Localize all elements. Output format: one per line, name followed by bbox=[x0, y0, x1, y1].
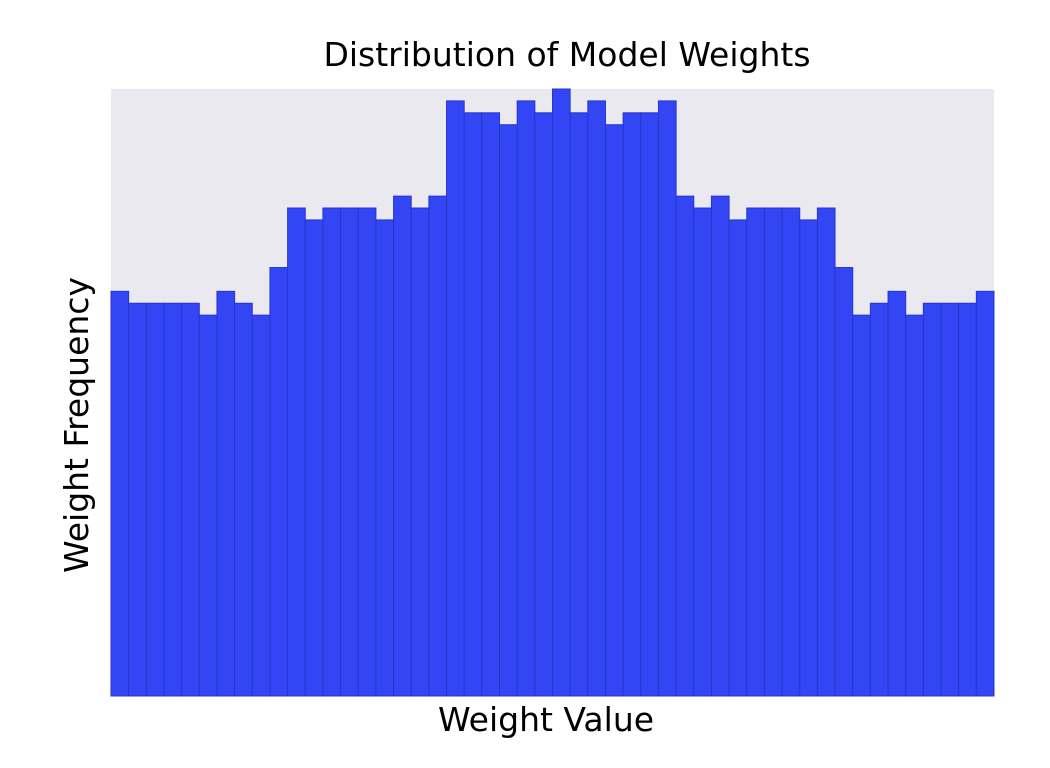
histogram-bar-18 bbox=[410, 207, 430, 697]
histogram-bar-23 bbox=[499, 124, 518, 697]
histogram-bar-46 bbox=[905, 314, 924, 697]
y-axis-label: Weight Frequency bbox=[57, 277, 96, 573]
histogram-bar-4 bbox=[163, 302, 183, 697]
histogram-bar-9 bbox=[251, 314, 271, 697]
histogram-bar-13 bbox=[322, 207, 342, 697]
histogram-bar-21 bbox=[463, 112, 483, 697]
chart-title: Distribution of Model Weights bbox=[323, 35, 810, 74]
histogram-bar-1 bbox=[110, 290, 130, 697]
histogram-bar-6 bbox=[198, 314, 218, 697]
histogram-bar-50 bbox=[975, 290, 995, 697]
histogram-bar-40 bbox=[799, 219, 818, 697]
histogram-bar-25 bbox=[534, 112, 554, 697]
histogram-bar-43 bbox=[852, 314, 871, 697]
histogram-bar-41 bbox=[816, 207, 836, 697]
histogram-bars bbox=[110, 88, 995, 697]
histogram-bar-39 bbox=[781, 207, 801, 697]
histogram-bar-5 bbox=[181, 302, 200, 697]
histogram-bar-42 bbox=[834, 267, 854, 697]
histogram-bar-11 bbox=[287, 207, 306, 697]
histogram-bar-30 bbox=[622, 112, 642, 697]
histogram-bar-29 bbox=[604, 124, 624, 697]
histogram-bar-15 bbox=[357, 207, 377, 697]
histogram-bar-27 bbox=[569, 112, 589, 697]
histogram-bar-48 bbox=[940, 302, 960, 697]
histogram-bar-28 bbox=[587, 100, 606, 697]
histogram-bar-35 bbox=[710, 195, 730, 697]
histogram-bar-20 bbox=[446, 100, 465, 697]
histogram-bar-7 bbox=[216, 290, 236, 697]
histogram-bar-34 bbox=[693, 207, 712, 697]
x-axis-label: Weight Value bbox=[438, 700, 654, 739]
histogram-bar-26 bbox=[552, 88, 571, 697]
histogram-bar-45 bbox=[887, 290, 907, 697]
histogram-bar-10 bbox=[269, 267, 289, 697]
histogram-bar-3 bbox=[145, 302, 165, 697]
histogram-bar-32 bbox=[657, 100, 677, 697]
histogram-bar-44 bbox=[869, 302, 889, 697]
histogram-bar-19 bbox=[428, 195, 448, 697]
histogram-bar-17 bbox=[393, 195, 412, 697]
histogram-bar-36 bbox=[728, 219, 748, 697]
histogram-bar-8 bbox=[234, 302, 253, 697]
histogram-bar-14 bbox=[340, 207, 359, 697]
histogram-bar-31 bbox=[640, 112, 659, 697]
histogram-bar-49 bbox=[958, 302, 977, 697]
histogram-bar-22 bbox=[481, 112, 501, 697]
histogram-bar-47 bbox=[922, 302, 942, 697]
histogram-bar-12 bbox=[304, 219, 324, 697]
histogram-bar-16 bbox=[375, 219, 395, 697]
histogram-bar-38 bbox=[763, 207, 783, 697]
histogram-bar-37 bbox=[746, 207, 765, 697]
histogram-bar-33 bbox=[675, 195, 695, 697]
histogram-bar-2 bbox=[128, 302, 147, 697]
histogram-bar-24 bbox=[516, 100, 536, 697]
